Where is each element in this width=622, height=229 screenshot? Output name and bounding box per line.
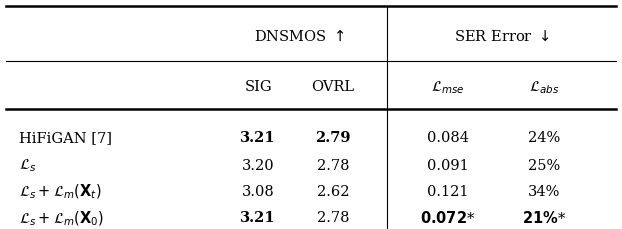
Text: 2.78: 2.78 [317,211,349,224]
Text: 0.084: 0.084 [427,131,469,144]
Text: $\mathcal{L}_s + \mathcal{L}_m(\mathbf{X}_t)$: $\mathcal{L}_s + \mathcal{L}_m(\mathbf{X… [19,182,101,200]
Text: 0.121: 0.121 [427,184,468,198]
Text: 3.21: 3.21 [240,211,276,224]
Text: 3.08: 3.08 [242,184,274,198]
Text: OVRL: OVRL [311,80,355,94]
Text: $\mathcal{L}_s + \mathcal{L}_m(\mathbf{X}_0)$: $\mathcal{L}_s + \mathcal{L}_m(\mathbf{X… [19,208,104,227]
Text: 3.20: 3.20 [242,158,274,172]
Text: SER Error $\downarrow$: SER Error $\downarrow$ [453,29,549,44]
Text: $\mathcal{L}_{abs}$: $\mathcal{L}_{abs}$ [529,79,559,95]
Text: SIG: SIG [244,80,272,94]
Text: $\mathcal{L}_{mse}$: $\mathcal{L}_{mse}$ [431,79,465,95]
Text: $\mathbf{0.072}$*: $\mathbf{0.072}$* [420,210,476,226]
Text: 2.62: 2.62 [317,184,349,198]
Text: $\mathcal{L}_s$: $\mathcal{L}_s$ [19,157,36,173]
Text: 25%: 25% [528,158,560,172]
Text: 2.78: 2.78 [317,158,349,172]
Text: 2.79: 2.79 [315,131,351,144]
Text: DNSMOS $\uparrow$: DNSMOS $\uparrow$ [254,29,345,44]
Text: 24%: 24% [528,131,560,144]
Text: $\mathbf{21\%}$*: $\mathbf{21\%}$* [522,210,566,226]
Text: 3.21: 3.21 [240,131,276,144]
Text: HiFiGAN [7]: HiFiGAN [7] [19,131,112,144]
Text: 34%: 34% [528,184,560,198]
Text: 0.091: 0.091 [427,158,469,172]
